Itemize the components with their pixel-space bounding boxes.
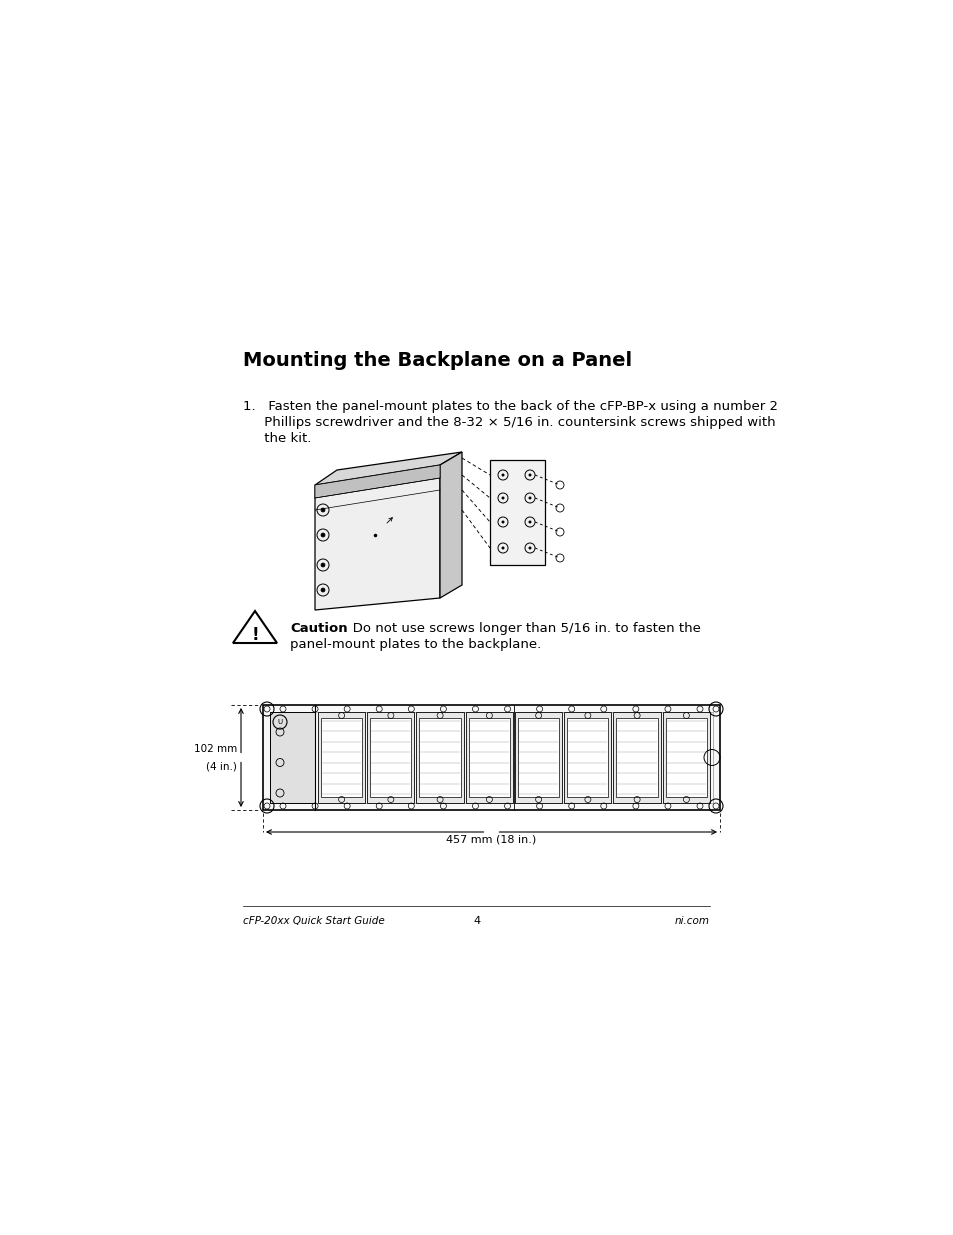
Polygon shape	[563, 713, 611, 803]
Polygon shape	[320, 718, 362, 797]
Polygon shape	[439, 452, 461, 598]
Polygon shape	[662, 713, 709, 803]
Polygon shape	[314, 466, 439, 610]
Text: 457 mm (18 in.): 457 mm (18 in.)	[446, 835, 536, 845]
Circle shape	[528, 496, 531, 499]
Text: cFP-20xx Quick Start Guide: cFP-20xx Quick Start Guide	[243, 916, 384, 926]
Polygon shape	[317, 713, 365, 803]
Text: Mounting the Backplane on a Panel: Mounting the Backplane on a Panel	[243, 351, 632, 370]
Circle shape	[320, 588, 325, 592]
Text: Caution: Caution	[290, 622, 347, 635]
Circle shape	[501, 547, 504, 550]
Text: ni.com: ni.com	[675, 916, 709, 926]
Circle shape	[501, 473, 504, 477]
Text: panel-mount plates to the backplane.: panel-mount plates to the backplane.	[290, 638, 540, 651]
Polygon shape	[314, 466, 439, 498]
Polygon shape	[419, 718, 460, 797]
Polygon shape	[314, 452, 461, 485]
Text: !: !	[251, 626, 258, 643]
Polygon shape	[490, 459, 544, 564]
Circle shape	[320, 534, 325, 537]
Polygon shape	[567, 718, 608, 797]
Polygon shape	[613, 713, 660, 803]
Text: Phillips screwdriver and the 8-32 × 5/16 in. countersink screws shipped with: Phillips screwdriver and the 8-32 × 5/16…	[243, 416, 775, 429]
Polygon shape	[416, 713, 463, 803]
Polygon shape	[665, 718, 706, 797]
Text: the kit.: the kit.	[243, 432, 311, 445]
Circle shape	[528, 473, 531, 477]
Circle shape	[320, 508, 325, 513]
Polygon shape	[616, 718, 657, 797]
Circle shape	[501, 520, 504, 524]
Polygon shape	[465, 713, 513, 803]
Polygon shape	[370, 718, 411, 797]
Polygon shape	[367, 713, 414, 803]
Polygon shape	[517, 718, 558, 797]
Polygon shape	[270, 713, 314, 803]
Text: U: U	[277, 719, 282, 725]
Text: Do not use screws longer than 5/16 in. to fasten the: Do not use screws longer than 5/16 in. t…	[339, 622, 700, 635]
Text: 102 mm: 102 mm	[193, 743, 236, 753]
Polygon shape	[515, 713, 561, 803]
Circle shape	[320, 563, 325, 567]
Text: 4: 4	[473, 916, 480, 926]
Text: (4 in.): (4 in.)	[206, 762, 236, 772]
Polygon shape	[468, 718, 510, 797]
Text: 1.   Fasten the panel-mount plates to the back of the cFP-BP-x using a number 2: 1. Fasten the panel-mount plates to the …	[243, 400, 778, 412]
Circle shape	[501, 496, 504, 499]
Circle shape	[528, 547, 531, 550]
Polygon shape	[263, 705, 720, 810]
Circle shape	[528, 520, 531, 524]
